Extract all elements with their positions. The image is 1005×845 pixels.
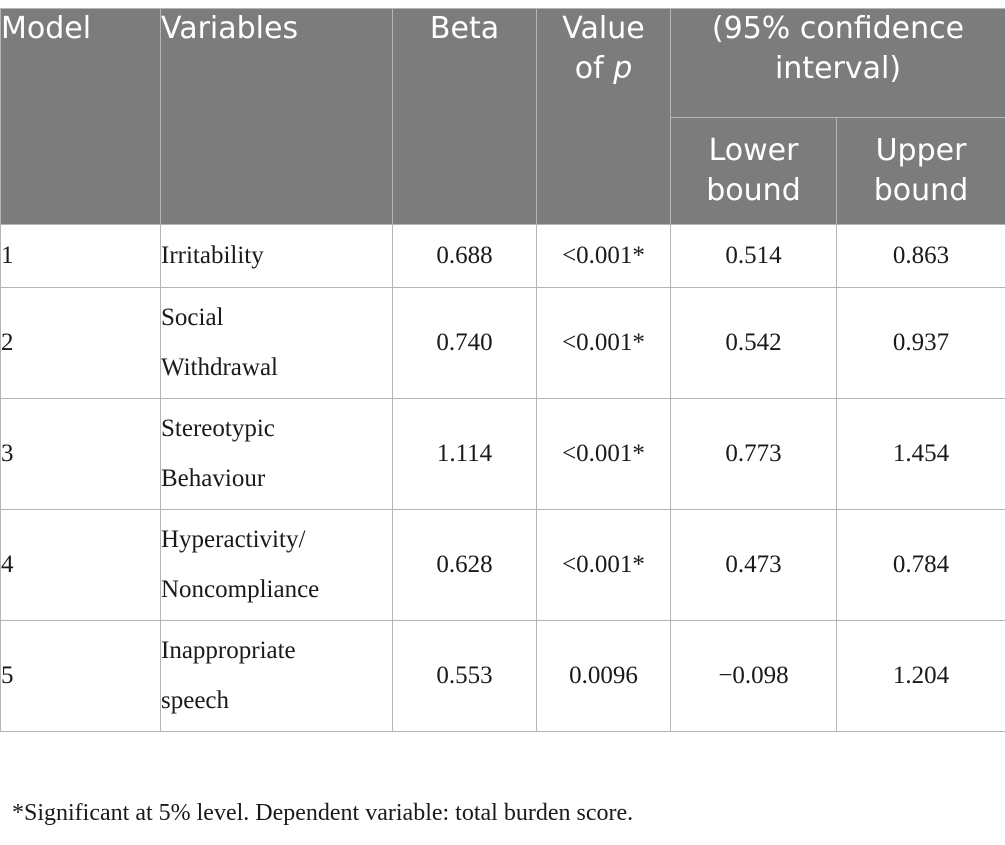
header-p-value-var: p — [613, 51, 633, 86]
header-model: Model — [0, 8, 161, 225]
header-ci-line1: (95% confidence — [711, 11, 965, 46]
cell-upper-bound: 0.937 — [836, 287, 1005, 399]
table-row: 2 Social Withdrawal 0.740 <0.001* 0.542 … — [0, 287, 1005, 399]
header-lower-line1: Lower — [708, 133, 799, 168]
cell-variable: Irritability — [160, 224, 393, 288]
cell-upper-bound: 1.454 — [836, 398, 1005, 510]
header-upper-bound: Upper bound — [836, 117, 1005, 225]
cell-lower-bound: 0.473 — [670, 509, 837, 621]
cell-model: 2 — [0, 287, 161, 399]
header-confidence-interval: (95% confidence interval) — [670, 8, 1005, 118]
table-row: 4 Hyperactivity/ Noncompliance 0.628 <0.… — [0, 509, 1005, 621]
cell-variable: Stereotypic Behaviour — [160, 398, 393, 510]
cell-upper-bound: 0.784 — [836, 509, 1005, 621]
header-p-value: Value of p — [536, 8, 671, 225]
header-lower-line2: bound — [706, 173, 801, 208]
cell-lower-bound: 0.514 — [670, 224, 837, 288]
cell-p-value: 0.0096 — [536, 620, 671, 732]
table-row: 1 Irritability 0.688 <0.001* 0.514 0.863 — [0, 224, 1005, 288]
cell-variable: Inappropriate speech — [160, 620, 393, 732]
cell-lower-bound: −0.098 — [670, 620, 837, 732]
cell-p-value: <0.001* — [536, 224, 671, 288]
cell-variable: Hyperactivity/ Noncompliance — [160, 509, 393, 621]
cell-variable: Social Withdrawal — [160, 287, 393, 399]
table-row: 3 Stereotypic Behaviour 1.114 <0.001* 0.… — [0, 398, 1005, 510]
table-row: 5 Inappropriate speech 0.553 0.0096 −0.0… — [0, 620, 1005, 732]
cell-p-value: <0.001* — [536, 398, 671, 510]
cell-model: 4 — [0, 509, 161, 621]
header-lower-bound: Lower bound — [670, 117, 837, 225]
cell-model: 1 — [0, 224, 161, 288]
cell-beta: 0.553 — [392, 620, 537, 732]
header-beta: Beta — [392, 8, 537, 225]
header-variables: Variables — [160, 8, 393, 225]
cell-beta: 1.114 — [392, 398, 537, 510]
table-footnote: *Significant at 5% level. Dependent vari… — [12, 800, 634, 826]
cell-upper-bound: 1.204 — [836, 620, 1005, 732]
cell-model: 5 — [0, 620, 161, 732]
cell-lower-bound: 0.542 — [670, 287, 837, 399]
cell-model: 3 — [0, 398, 161, 510]
cell-upper-bound: 0.863 — [836, 224, 1005, 288]
cell-beta: 0.628 — [392, 509, 537, 621]
header-p-value-line1: Value — [562, 11, 645, 46]
cell-beta: 0.740 — [392, 287, 537, 399]
header-upper-line2: bound — [873, 173, 969, 208]
cell-p-value: <0.001* — [536, 509, 671, 621]
cell-lower-bound: 0.773 — [670, 398, 837, 510]
header-ci-line2: interval) — [774, 51, 902, 86]
header-upper-line1: Upper — [875, 133, 967, 168]
cell-beta: 0.688 — [392, 224, 537, 288]
cell-p-value: <0.001* — [536, 287, 671, 399]
header-p-value-of: of — [574, 51, 604, 86]
regression-table: Model Variables Beta Value of p (95% con… — [0, 8, 1005, 732]
